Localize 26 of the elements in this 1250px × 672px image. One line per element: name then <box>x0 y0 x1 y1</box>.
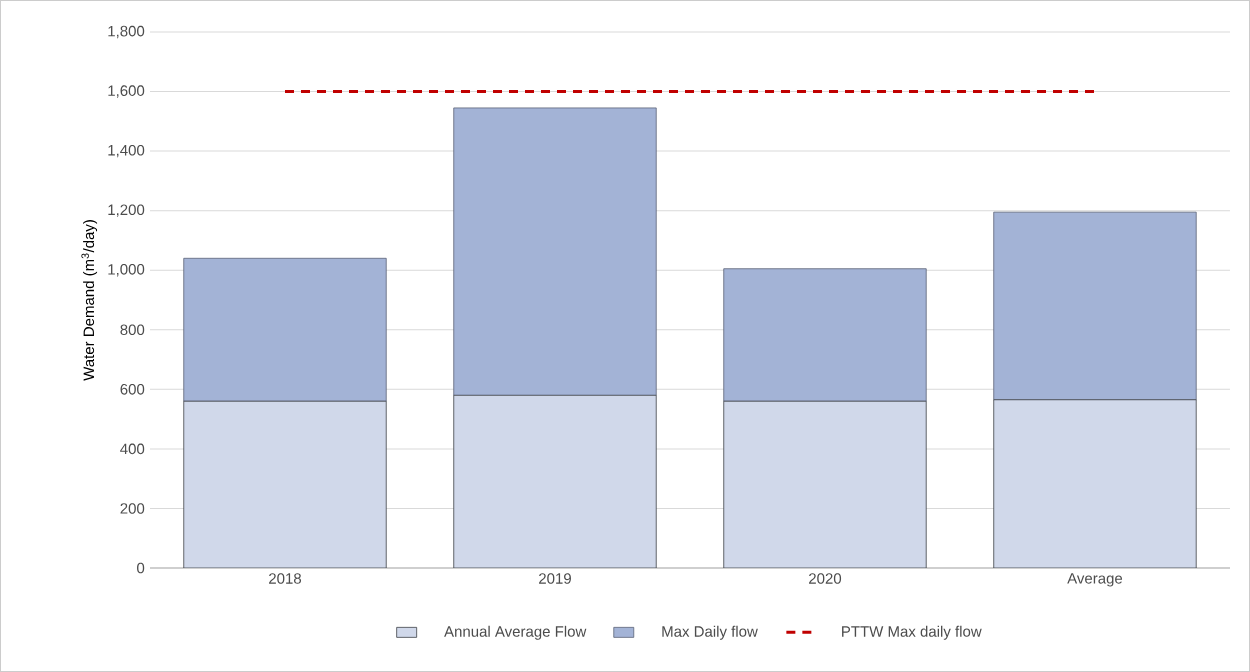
legend-label: PTTW Max daily flow <box>842 625 982 640</box>
y-tick-label: 600 <box>120 384 145 395</box>
x-tick-label: 2020 <box>809 573 842 584</box>
y-tick-label: 1,200 <box>108 204 145 217</box>
y-axis-title: Water Demand (m$^{3}$/day) <box>81 220 98 381</box>
bar <box>453 394 657 568</box>
bar <box>723 400 927 568</box>
y-tick-label: 1,400 <box>108 144 145 158</box>
bar <box>993 399 1197 568</box>
x-tick-label: Average <box>1067 573 1123 587</box>
bar <box>993 211 1197 401</box>
y-tick-label: 0 <box>137 562 145 574</box>
x-tick-label: 2018 <box>269 573 302 584</box>
y-tick-label: 1,600 <box>108 85 145 98</box>
legend-label: Max Daily flow <box>662 625 758 640</box>
legend-label: Annual Average Flow <box>444 625 587 640</box>
bar <box>723 268 927 402</box>
x-tick-label: 2019 <box>539 573 571 584</box>
y-tick-label: 200 <box>120 503 145 514</box>
y-tick-label: 400 <box>120 443 145 455</box>
y-tick-label: 1,000 <box>108 264 145 277</box>
y-tick-label: 800 <box>120 324 145 336</box>
bar <box>183 400 387 568</box>
y-tick-label: 1,800 <box>108 25 145 39</box>
bar <box>453 107 657 396</box>
bar <box>183 257 387 402</box>
